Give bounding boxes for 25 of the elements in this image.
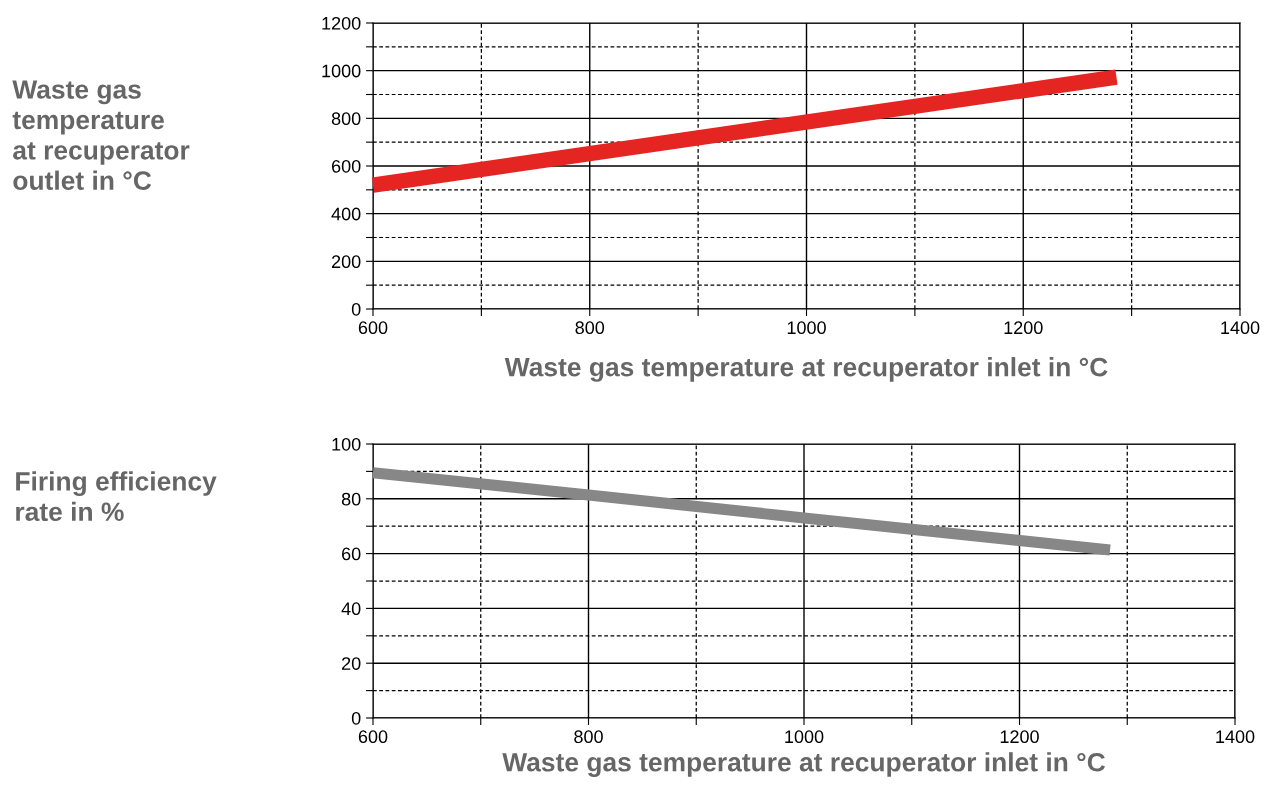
x-tick-label: 1400 [1216, 730, 1255, 744]
y-tick-label: 1200 [322, 16, 361, 30]
x-axis-title: Waste gas temperature at recuperator inlet in °C [504, 357, 1108, 382]
y-tick-label: 20 [342, 657, 361, 670]
y-axis-title: Waste gas temperature at recuperator outlet in °C [12, 80, 190, 190]
y-tick-label: 800 [331, 112, 361, 126]
y-tick-label: 1000 [322, 64, 361, 78]
y-tick-label: 400 [331, 207, 361, 221]
y-tick-label: 100 [332, 437, 361, 451]
x-tick-label: 800 [574, 730, 603, 744]
x-tick-label: 1200 [1004, 321, 1043, 335]
x-tick-label: 1000 [787, 321, 826, 335]
y-tick-label: 0 [351, 302, 361, 316]
x-tick-label: 1000 [785, 730, 824, 744]
x-tick-label: 1200 [1000, 730, 1039, 744]
y-tick-label: 40 [341, 602, 361, 616]
y-tick-label: 0 [351, 711, 361, 725]
y-tick-label: 600 [331, 159, 361, 173]
x-tick-label: 800 [575, 321, 605, 335]
y-tick-label: 60 [342, 547, 361, 561]
x-tick-label: 1400 [1221, 321, 1260, 335]
y-tick-label: 200 [331, 255, 361, 269]
y-axis-title: Firing efficiency rate in % [16, 471, 217, 522]
y-tick-label: 80 [341, 492, 361, 506]
x-axis-title: Waste gas temperature at recuperator inlet in °C [502, 752, 1106, 777]
